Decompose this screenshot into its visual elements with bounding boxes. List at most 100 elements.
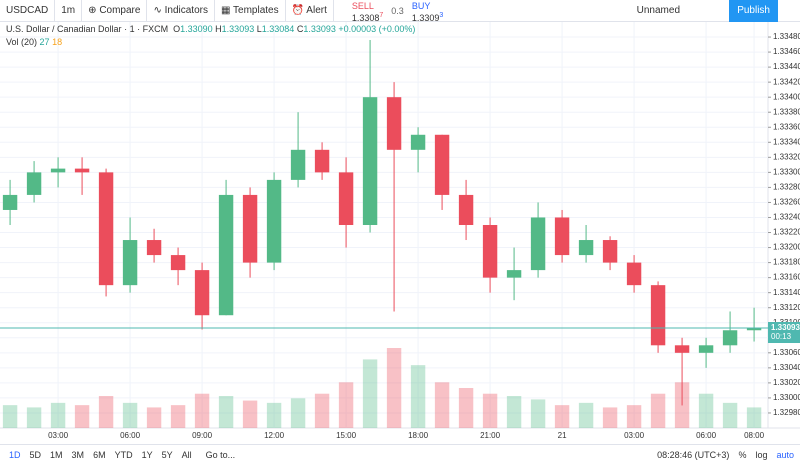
y-tick-label: 1.33380 xyxy=(773,107,800,116)
candle-body xyxy=(626,262,642,286)
x-tick-label: 03:00 xyxy=(48,431,69,440)
alert-text: Alert xyxy=(306,4,327,16)
clock: 08:28:46 (UTC+3) xyxy=(657,449,730,460)
c-label: C xyxy=(296,24,304,34)
candle-body xyxy=(2,194,18,210)
x-tick-label: 06:00 xyxy=(120,431,141,440)
candle-body xyxy=(170,255,186,271)
goto-button[interactable]: Go to... xyxy=(205,449,236,460)
compare[interactable]: ⊕ Compare xyxy=(82,0,148,22)
publish-button[interactable]: Publish xyxy=(729,0,778,22)
y-tick-label: 1.33000 xyxy=(773,393,800,402)
buy-price: 1.3309 xyxy=(411,12,440,23)
o-label: O xyxy=(173,24,181,34)
vol-label: Vol (20) xyxy=(6,37,38,47)
legend-interval: 1 xyxy=(129,24,135,34)
sell-label: SELL xyxy=(351,0,374,11)
volume-bar xyxy=(410,365,426,428)
legend-main: U.S. Dollar / Canadian Dollar · 1 · FXCM… xyxy=(6,24,416,34)
candle-body xyxy=(482,225,498,278)
o-value: 1.33090 xyxy=(180,24,213,34)
volume-bar xyxy=(146,407,162,428)
chart: 1.32980 1.33000 1.33020 1.33040 1.33060 1.330… xyxy=(0,22,800,441)
templates[interactable]: ▦ Templates xyxy=(215,0,286,22)
trade-panel: SELL 1.33087 0.3 BUY 1.33093 xyxy=(344,0,451,23)
x-tick-label: 21:00 xyxy=(480,431,501,440)
volume-bar xyxy=(746,407,762,428)
templates-text: Templates xyxy=(233,4,279,16)
y-tick-label: 1.33180 xyxy=(773,258,800,267)
volume-bar xyxy=(26,407,42,428)
alert[interactable]: ⏰ Alert xyxy=(286,0,334,22)
volume-bar xyxy=(98,396,114,428)
candle-body xyxy=(122,240,138,286)
legend: U.S. Dollar / Canadian Dollar · 1 · FXCM… xyxy=(6,23,415,49)
last-price-label: 1.33093 xyxy=(771,323,800,332)
volume-bar xyxy=(314,393,330,428)
range-button[interactable]: All xyxy=(181,449,192,460)
indicators-text: Indicators xyxy=(164,4,208,16)
source: FXCM xyxy=(142,24,169,34)
volume-bar xyxy=(362,359,378,428)
y-tick-label: 1.33320 xyxy=(773,152,800,161)
h-label: H xyxy=(215,24,222,34)
layout-name[interactable]: Unnamed xyxy=(636,5,680,16)
volume-bar xyxy=(266,402,282,428)
volume-bar xyxy=(2,405,18,428)
y-tick-label: 1.33160 xyxy=(773,273,800,282)
sell-button[interactable]: SELL 1.33087 xyxy=(344,0,391,23)
y-tick-label: 1.33440 xyxy=(773,62,800,71)
candle-body xyxy=(554,217,570,256)
range-button[interactable]: 3M xyxy=(71,449,85,460)
y-tick-label: 1.33240 xyxy=(773,213,800,222)
candle-body xyxy=(290,149,306,180)
buy-label: BUY xyxy=(411,0,431,11)
compare-text: Compare xyxy=(99,4,141,16)
range-button[interactable]: 6M xyxy=(93,449,106,460)
range-button[interactable]: 1M xyxy=(50,449,63,460)
volume-bar xyxy=(434,382,450,428)
toolbar: USDCAD 1m ⊕ Compare ∿ Indicators ▦ Templ… xyxy=(0,0,800,23)
x-tick-label: 06:00 xyxy=(696,431,717,440)
candle-body xyxy=(650,285,666,346)
y-tick-label: 1.33120 xyxy=(773,303,800,312)
y-tick-label: 1.33020 xyxy=(773,378,800,387)
percent-toggle[interactable]: % xyxy=(738,449,747,460)
candle-body xyxy=(26,172,42,195)
volume-bar xyxy=(290,398,306,428)
instrument: U.S. Dollar / Canadian Dollar xyxy=(6,24,122,34)
candle-body xyxy=(698,345,714,353)
candle-body xyxy=(386,97,402,150)
y-tick-label: 1.33340 xyxy=(773,137,800,146)
range-button[interactable]: 5D xyxy=(29,449,42,460)
candle-body xyxy=(314,149,330,173)
y-tick-label: 1.33360 xyxy=(773,122,800,131)
h-value: 1.33093 xyxy=(221,24,255,34)
range-button[interactable]: 1Y xyxy=(141,449,153,460)
volume-bar xyxy=(242,400,258,428)
volume-bar xyxy=(722,402,738,428)
range-button[interactable]: 5Y xyxy=(161,449,173,460)
volume-bar xyxy=(170,405,186,428)
candle-body xyxy=(242,194,258,263)
y-tick-label: 1.33220 xyxy=(773,228,800,237)
y-tick-label: 1.33060 xyxy=(773,348,800,357)
candle-body xyxy=(146,240,162,256)
candle-body xyxy=(362,97,378,225)
buy-button[interactable]: BUY 1.33093 xyxy=(404,0,451,23)
x-tick-label: 08:00 xyxy=(744,431,765,440)
x-tick-label: 03:00 xyxy=(624,431,645,440)
volume-bar xyxy=(74,405,90,428)
candle-body xyxy=(410,134,426,150)
symbol[interactable]: USDCAD xyxy=(0,0,56,22)
log-toggle[interactable]: log xyxy=(755,449,768,460)
interval[interactable]: 1m xyxy=(55,0,83,22)
x-tick-label: 09:00 xyxy=(192,431,213,440)
volume-bar xyxy=(578,402,594,428)
auto-toggle[interactable]: auto xyxy=(776,449,794,460)
y-tick-label: 1.33200 xyxy=(773,243,800,252)
indicators[interactable]: ∿ Indicators xyxy=(147,0,215,22)
range-button[interactable]: YTD xyxy=(114,449,133,460)
volume-bar xyxy=(338,382,354,428)
range-button[interactable]: 1D xyxy=(9,449,21,460)
